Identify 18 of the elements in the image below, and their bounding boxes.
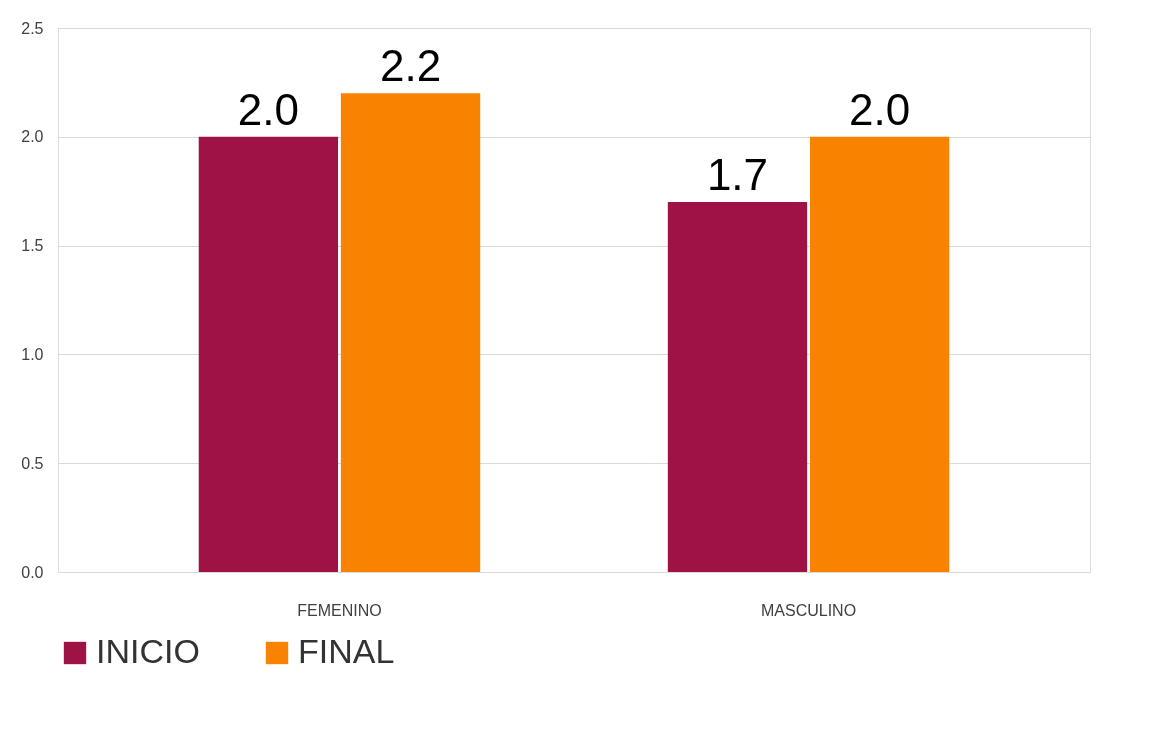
y-tick-label: 0.5	[21, 454, 44, 472]
data-label: 2.0	[849, 84, 911, 134]
legend-label: FINAL	[298, 632, 395, 670]
data-label: 2.0	[237, 84, 299, 134]
bar	[198, 136, 339, 572]
bar	[809, 136, 950, 572]
y-tick-label: 1.5	[21, 237, 44, 255]
y-tick-label: 2.0	[21, 128, 44, 146]
x-tick-label: FEMENINO	[297, 601, 382, 619]
x-tick-label: MASCULINO	[760, 601, 857, 619]
y-tick-label: 0.0	[21, 563, 44, 581]
data-label: 2.2	[379, 41, 442, 91]
bar	[340, 93, 481, 572]
data-label: 1.7	[706, 150, 769, 200]
bar	[667, 202, 808, 572]
y-tick-label: 1.0	[21, 345, 44, 363]
legend-label: INICIO	[96, 632, 200, 670]
y-tick-label: 2.5	[21, 19, 44, 37]
